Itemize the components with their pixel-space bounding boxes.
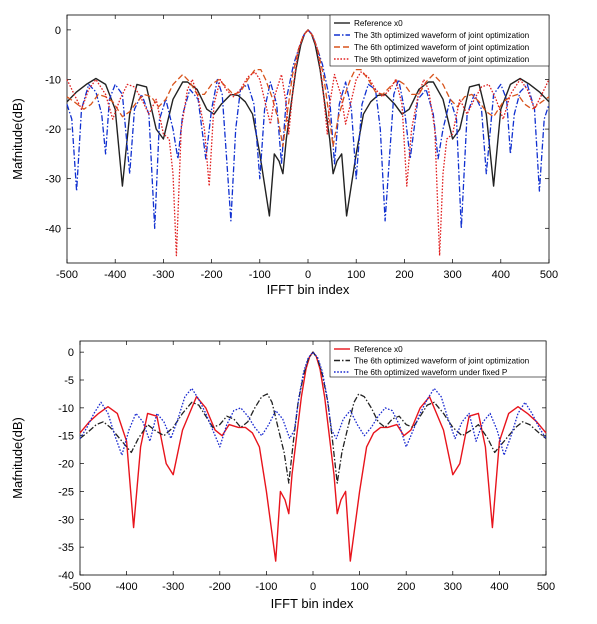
y-tick-label: -5 (64, 375, 74, 387)
y-tick-label: -20 (58, 459, 74, 471)
x-tick-label: -100 (249, 269, 271, 281)
x-axis-label: IFFT bin index (271, 596, 354, 611)
legend-label-1: Reference x0 (354, 19, 403, 28)
x-tick-label: 100 (350, 581, 368, 593)
y-axis-label: Mafnitude(dB) (10, 98, 25, 180)
x-axis-label: IFFT bin index (267, 282, 350, 297)
x-tick-label: -500 (69, 581, 91, 593)
y-tick-label: -15 (58, 431, 74, 443)
chart-top: -500 -400 -300 -200 -100 0 100 200 300 400 500 0 -10… (10, 14, 558, 297)
series-layer (79, 351, 547, 562)
legend-label-2: The 3th optimized waveform of joint opti… (354, 31, 530, 40)
y-tick-label: -40 (45, 223, 61, 235)
x-tick-label: -500 (56, 269, 78, 281)
x-tick-label: 400 (492, 269, 510, 281)
x-tick-label: 300 (443, 269, 461, 281)
x-tick-label: 500 (537, 581, 555, 593)
y-tick-label: 0 (55, 25, 61, 37)
legend: Reference x0 The 6th optimized waveform o… (329, 340, 547, 378)
y-tick-label: -25 (58, 486, 74, 498)
x-tick-label: -200 (201, 269, 223, 281)
y-tick-label: -20 (45, 124, 61, 136)
series-line-4 (66, 29, 550, 257)
x-tick-label: 200 (397, 581, 415, 593)
x-tick-label: -400 (116, 581, 138, 593)
x-tick-label: 400 (490, 581, 508, 593)
legend-label-3: The 6th optimized waveform under fixed P (354, 368, 508, 377)
x-tick-label: 0 (305, 269, 311, 281)
x-tick-label: 0 (310, 581, 316, 593)
tick-layer: -500 -400 -300 -200 -100 0 100 200 300 400 500 0 -5 -… (58, 341, 555, 593)
x-tick-label: 300 (444, 581, 462, 593)
x-tick-label: 200 (395, 269, 413, 281)
series-layer (66, 29, 550, 257)
x-tick-label: -300 (152, 269, 174, 281)
x-tick-label: 100 (347, 269, 365, 281)
y-tick-label: -10 (45, 74, 61, 86)
y-axis-label: Mafnitude(dB) (10, 417, 25, 499)
x-tick-label: -200 (209, 581, 231, 593)
x-tick-label: -300 (162, 581, 184, 593)
y-tick-label: -35 (58, 542, 74, 554)
legend-label-2: The 6th optimized waveform of joint opti… (354, 357, 530, 366)
y-tick-label: -40 (58, 570, 74, 582)
legend-label-3: The 6th optimized waveform of joint opti… (354, 43, 530, 52)
legend-label-4: The 9th optimized waveform of joint opti… (354, 55, 530, 64)
legend: Reference x0 The 3th optimized waveform o… (329, 14, 550, 67)
series-line-2 (79, 351, 547, 484)
x-tick-label: 500 (540, 269, 558, 281)
x-tick-label: -400 (104, 269, 126, 281)
tick-layer: -500 -400 -300 -200 -100 0 100 200 300 400 500 0 -10… (45, 15, 558, 281)
legend-label-1: Reference x0 (354, 345, 403, 354)
chart-bottom: -500 -400 -300 -200 -100 0 100 200 300 400 500 0 -5 -… (10, 340, 555, 611)
y-tick-label: -30 (58, 514, 74, 526)
y-tick-label: 0 (68, 347, 74, 359)
legend-box (329, 14, 550, 67)
y-tick-label: -30 (45, 174, 61, 186)
legend-box (329, 340, 547, 378)
x-tick-label: -100 (255, 581, 277, 593)
series-line-3 (66, 29, 550, 148)
y-tick-label: -10 (58, 403, 74, 415)
